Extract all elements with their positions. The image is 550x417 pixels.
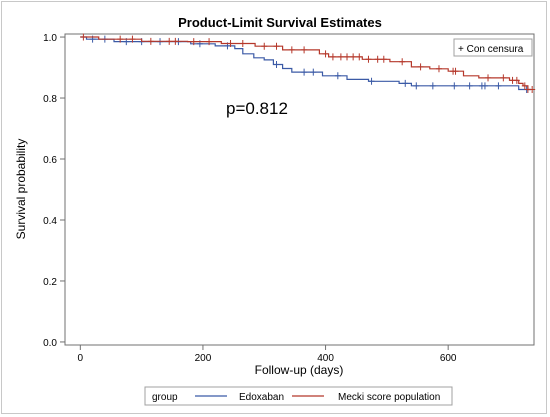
y-tick-label: 0.4 — [43, 216, 57, 227]
censor-mark-edoxaban — [413, 82, 420, 90]
y-tick-label: 0.2 — [43, 277, 57, 288]
censor-mark-mecki-score-population — [166, 37, 173, 45]
censor-mark-mecki-score-population — [399, 58, 406, 66]
censor-mark-edoxaban — [310, 68, 317, 76]
censor-mark-mecki-score-population — [337, 53, 344, 61]
censor-mark-mecki-score-population — [380, 55, 387, 63]
legend-label-mecki: Mecki score population — [338, 392, 440, 403]
censor-mark-mecki-score-population — [288, 46, 295, 54]
censor-mark-edoxaban — [429, 82, 436, 90]
censor-mark-mecki-score-population — [350, 53, 357, 61]
censor-mark-mecki-score-population — [417, 63, 424, 71]
y-tick-label: 0.0 — [43, 338, 57, 349]
censor-mark-mecki-score-population — [344, 53, 351, 61]
censor-mark-mecki-score-population — [129, 35, 136, 43]
series-layer — [80, 33, 536, 93]
plot-area — [64, 33, 535, 346]
x-axis: 0 200 400 600 — [78, 345, 457, 364]
censor-mark-mecki-score-population — [147, 37, 154, 45]
censor-mark-edoxaban — [301, 68, 308, 76]
censor-mark-mecki-score-population — [117, 35, 124, 43]
censor-mark-mecki-score-population — [206, 38, 213, 46]
censor-mark-edoxaban — [481, 82, 488, 90]
censor-mark-edoxaban — [334, 72, 341, 80]
x-tick-label: 0 — [78, 353, 84, 364]
censor-mark-edoxaban — [466, 82, 473, 90]
series-legend: group Edoxaban Mecki score population — [144, 386, 453, 406]
censor-mark-edoxaban — [402, 79, 409, 87]
x-tick-label: 400 — [317, 353, 334, 364]
censor-mark-mecki-score-population — [227, 39, 234, 47]
legend-title: group — [152, 392, 178, 403]
chart-title: Product-Limit Survival Estimates — [178, 15, 382, 30]
censor-mark-mecki-score-population — [356, 53, 363, 61]
censor-mark-mecki-score-population — [172, 37, 179, 45]
x-axis-label: Follow-up (days) — [255, 363, 344, 377]
censor-mark-mecki-score-population — [521, 82, 528, 90]
y-tick-label: 1.0 — [43, 33, 57, 44]
censor-legend-label: + Con censura — [458, 44, 524, 55]
censor-mark-mecki-score-population — [239, 39, 246, 47]
y-tick-label: 0.8 — [43, 94, 57, 105]
censor-mark-mecki-score-population — [365, 55, 372, 63]
y-axis-label: Survival probability — [14, 139, 28, 240]
censor-mark-mecki-score-population — [374, 55, 381, 63]
censor-mark-mecki-score-population — [500, 74, 507, 82]
censor-mark-mecki-score-population — [529, 85, 536, 93]
censor-legend-box — [453, 38, 533, 57]
censor-mark-mecki-score-population — [80, 33, 87, 41]
censor-mark-mecki-score-population — [273, 42, 280, 50]
censor-mark-edoxaban — [495, 82, 502, 90]
y-tick-label: 0.6 — [43, 155, 57, 166]
censor-mark-mecki-score-population — [435, 65, 442, 73]
x-tick-label: 600 — [440, 353, 457, 364]
censor-mark-mecki-score-population — [190, 38, 197, 46]
censor-mark-edoxaban — [368, 77, 375, 85]
y-axis: 0.0 0.2 0.4 0.6 0.8 1.0 — [43, 33, 65, 349]
x-tick-label: 200 — [195, 353, 212, 364]
censor-legend: + Con censura — [453, 38, 533, 57]
censor-mark-mecki-score-population — [485, 74, 492, 82]
censor-mark-mecki-score-population — [301, 46, 308, 54]
censor-mark-mecki-score-population — [329, 53, 336, 61]
censor-mark-mecki-score-population — [261, 42, 268, 50]
survival-curve-edoxaban — [80, 36, 531, 91]
censor-mark-mecki-score-population — [513, 76, 520, 84]
censor-mark-mecki-score-population — [322, 50, 329, 58]
censor-mark-edoxaban — [273, 60, 280, 68]
censor-mark-edoxaban — [451, 82, 458, 90]
censor-mark-mecki-score-population — [452, 67, 459, 75]
p-value-annotation: p=0.812 — [226, 99, 288, 118]
legend-label-edoxaban: Edoxaban — [239, 392, 284, 403]
